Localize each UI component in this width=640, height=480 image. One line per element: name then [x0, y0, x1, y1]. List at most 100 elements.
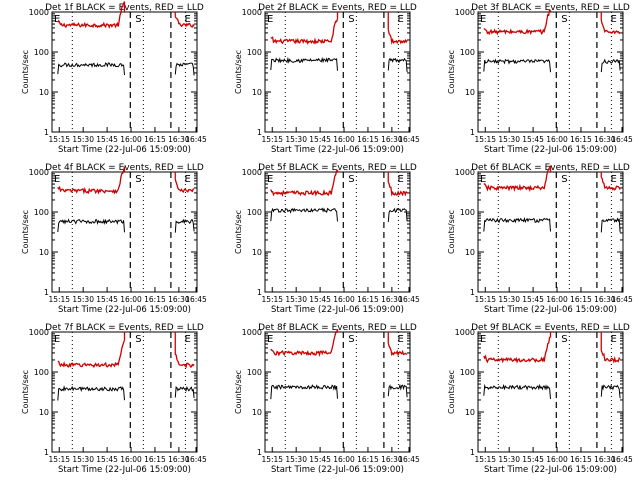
- lld-trace: [57, 340, 126, 369]
- events-trace: [387, 207, 408, 222]
- x-tick-label: 15:30: [498, 295, 520, 304]
- event-marker-label: E: [54, 334, 60, 345]
- x-tick-label: 16:00: [333, 135, 355, 144]
- x-tick-label: 15:45: [522, 135, 544, 144]
- event-marker-label: E: [185, 334, 191, 345]
- event-marker-label: S: [561, 14, 567, 25]
- y-tick-label: 10: [252, 408, 262, 417]
- lld-trace: [174, 16, 195, 28]
- x-axis-label: Start Time (22-Jul-06 15:09:00): [58, 305, 191, 315]
- x-axis-label: Start Time (22-Jul-06 15:09:00): [271, 465, 404, 475]
- panel-title: Det 3f BLACK = Events, RED = LLD: [471, 3, 630, 13]
- x-tick-label: 16:15: [144, 455, 166, 464]
- y-tick-label: 10: [465, 408, 475, 417]
- x-tick-label: 16:30: [594, 295, 616, 304]
- y-tick-label: 100: [34, 48, 49, 57]
- x-tick-label: 15:45: [522, 295, 544, 304]
- lld-trace: [600, 20, 621, 35]
- event-marker-label: S: [561, 174, 567, 185]
- event-marker-label: E: [480, 14, 486, 25]
- x-tick-label: 16:45: [398, 455, 420, 464]
- events-trace: [600, 217, 621, 233]
- event-marker-label: E: [398, 334, 404, 345]
- x-axis-label: Start Time (22-Jul-06 15:09:00): [484, 305, 617, 315]
- x-tick-label: 15:45: [96, 135, 118, 144]
- y-tick-label: 10: [252, 248, 262, 257]
- lld-trace: [57, 166, 126, 195]
- events-trace: [57, 62, 125, 76]
- y-tick-label: 1000: [29, 168, 49, 177]
- panel-title: Det 7f BLACK = Events, RED = LLD: [45, 323, 204, 333]
- y-tick-label: 10: [39, 248, 49, 257]
- event-marker-label: E: [611, 334, 617, 345]
- y-axis-label: Counts/sec: [21, 210, 30, 254]
- x-tick-label: 15:15: [261, 455, 283, 464]
- x-tick-label: 16:45: [611, 295, 633, 304]
- y-axis-label: Counts/sec: [21, 50, 30, 94]
- x-tick-label: 16:45: [611, 455, 633, 464]
- x-tick-label: 16:30: [594, 455, 616, 464]
- detector-panel-4: Det 4f BLACK = Events, RED = LLD11010010…: [21, 163, 207, 315]
- y-tick-label: 10: [465, 248, 475, 257]
- event-marker-label: E: [480, 174, 486, 185]
- x-tick-label: 16:15: [144, 135, 166, 144]
- event-marker-label: E: [611, 14, 617, 25]
- x-tick-label: 16:00: [120, 135, 142, 144]
- x-tick-label: 15:15: [48, 295, 70, 304]
- detector-panel-5: Det 5f BLACK = Events, RED = LLD 1 10 100 10…: [234, 163, 420, 315]
- x-tick-label: 15:30: [72, 135, 94, 144]
- x-tick-label: 15:30: [498, 135, 520, 144]
- x-tick-label: 16:30: [168, 455, 190, 464]
- y-tick-label: 1: [470, 128, 475, 137]
- event-marker-label: S: [561, 334, 567, 345]
- events-trace: [270, 384, 338, 400]
- y-tick-label: 10: [39, 408, 49, 417]
- x-tick-label: 16:00: [333, 455, 355, 464]
- x-tick-label: 15:15: [474, 135, 496, 144]
- event-marker-label: E: [54, 174, 60, 185]
- event-marker-label: E: [480, 334, 486, 345]
- x-tick-label: 15:30: [285, 135, 307, 144]
- y-tick-label: 10: [39, 88, 49, 97]
- y-tick-label: 1000: [242, 168, 262, 177]
- event-marker-label: S: [135, 14, 141, 25]
- events-trace: [387, 57, 408, 73]
- event-marker-label: S: [348, 174, 354, 185]
- x-tick-label: 15:45: [309, 455, 331, 464]
- x-tick-label: 16:30: [381, 295, 403, 304]
- panel-title: Det 2f BLACK = Events, RED = LLD: [258, 3, 417, 13]
- events-trace: [483, 383, 551, 399]
- events-trace: [483, 58, 551, 73]
- y-tick-label: 1: [44, 288, 49, 297]
- x-tick-label: 15:45: [96, 455, 118, 464]
- x-axis-label: Start Time (22-Jul-06 15:09:00): [271, 305, 404, 315]
- x-tick-label: 16:30: [168, 135, 190, 144]
- x-axis-label: Start Time (22-Jul-06 15:09:00): [271, 145, 404, 155]
- lld-trace: [600, 177, 621, 191]
- y-tick-label: 1000: [455, 8, 475, 17]
- y-tick-label: 1000: [455, 168, 475, 177]
- y-axis-label: Counts/sec: [447, 50, 456, 94]
- lld-trace: [387, 181, 408, 197]
- event-marker-label: E: [54, 14, 60, 25]
- y-axis-label: Counts/sec: [447, 210, 456, 254]
- x-axis-label: Start Time (22-Jul-06 15:09:00): [484, 465, 617, 475]
- y-tick-label: 1: [257, 288, 262, 297]
- x-tick-label: 16:45: [185, 455, 207, 464]
- plot-frame: [264, 171, 411, 293]
- x-tick-label: 16:00: [546, 135, 568, 144]
- y-tick-label: 100: [34, 208, 49, 217]
- event-marker-label: E: [267, 174, 273, 185]
- event-marker-label: S: [135, 174, 141, 185]
- x-tick-label: 16:00: [120, 455, 142, 464]
- lld-trace: [600, 350, 621, 364]
- y-tick-label: 1: [257, 128, 262, 137]
- x-tick-label: 16:45: [185, 135, 207, 144]
- x-tick-label: 16:45: [398, 295, 420, 304]
- detector-panel-9: Det 9f BLACK = Events, RED = LLD 1 10 100 10…: [447, 323, 633, 475]
- event-marker-label: E: [398, 174, 404, 185]
- events-trace: [270, 56, 338, 71]
- x-tick-label: 16:15: [357, 455, 379, 464]
- event-marker-label: S: [348, 334, 354, 345]
